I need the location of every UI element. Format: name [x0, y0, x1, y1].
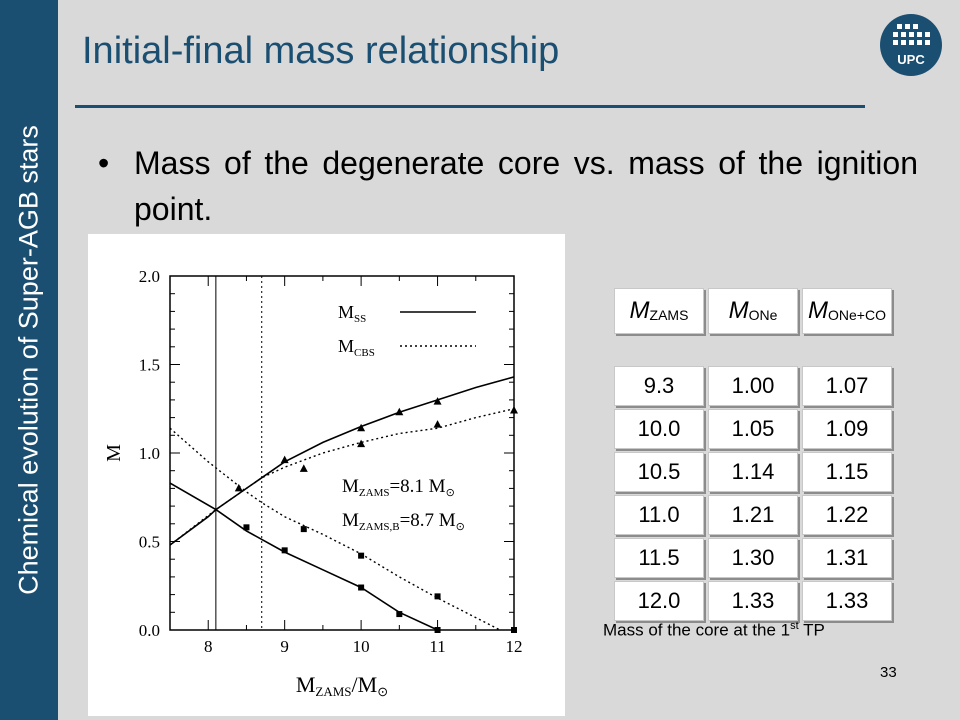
triangle-marker — [395, 407, 404, 416]
square-marker — [281, 547, 288, 554]
square-marker — [358, 552, 365, 559]
table-cell: 10.0 — [614, 409, 704, 449]
page-number: 33 — [880, 664, 897, 681]
square-marker — [396, 611, 403, 618]
caption-main: Mass of the core at the 1 — [603, 620, 791, 640]
x-axis-label: MZAMS/M⊙ — [296, 672, 388, 699]
series-line-0 — [170, 376, 514, 546]
triangle-marker — [299, 464, 308, 472]
y-tick-label: 0.0 — [139, 621, 160, 640]
table-header-cell: MONe+CO — [802, 288, 892, 334]
table-row: 12.0 1.33 1.33 — [614, 581, 892, 621]
table-header-cell: MONe — [708, 288, 798, 334]
mass-chart: 8 9 10 11 12 0.0 0.5 1.0 1.5 2.0 M MZAMS/M⊙ MSS MCBS M… — [103, 267, 523, 699]
caption-sup: st — [790, 620, 799, 632]
table-cell: 1.00 — [708, 366, 798, 406]
series-line-1 — [170, 408, 514, 546]
caption-tail: TP — [798, 620, 825, 640]
triangle-marker — [357, 423, 366, 432]
table-cell: 11.0 — [614, 495, 704, 535]
square-marker — [434, 627, 441, 633]
table-cell: 1.22 — [802, 495, 892, 535]
triangle-marker — [510, 406, 518, 414]
table-cell: 11.5 — [614, 538, 704, 578]
annotation-text: MZAMS=8.1 M⊙ — [342, 476, 455, 499]
triangle-marker — [357, 439, 366, 448]
slide-title: Initial-final mass relationship — [82, 30, 560, 72]
x-tick-label: 10 — [353, 637, 370, 656]
table-cell: 1.14 — [708, 452, 798, 492]
x-tick-label: 9 — [280, 637, 289, 656]
table-row: 10.0 1.05 1.09 — [614, 409, 892, 449]
x-tick-label: 12 — [506, 637, 523, 656]
table-cell: 10.5 — [614, 452, 704, 492]
square-marker — [511, 627, 517, 633]
table-cell: 1.33 — [802, 581, 892, 621]
side-title: Chemical evolution of Super-AGB stars — [13, 125, 44, 595]
table-cell: 1.07 — [802, 366, 892, 406]
table-gap — [708, 337, 798, 363]
table-cell: 1.30 — [708, 538, 798, 578]
table-caption: Mass of the core at the 1st TP — [603, 620, 825, 641]
triangle-marker — [280, 455, 289, 464]
legend-label: MCBS — [338, 336, 375, 359]
table-cell: 1.15 — [802, 452, 892, 492]
bullet-dot-icon: • — [98, 145, 110, 181]
table-row: 10.5 1.14 1.15 — [614, 452, 892, 492]
table-cell: 1.09 — [802, 409, 892, 449]
side-bar: Chemical evolution of Super-AGB stars — [0, 0, 58, 720]
plot-frame — [169, 275, 515, 631]
logo-text: UPC — [897, 52, 925, 67]
x-tick-label: 8 — [204, 637, 213, 656]
legend-label: MSS — [338, 302, 366, 325]
mass-table: MZAMS MONe MONe+CO 9.3 1.00 1.07 10.0 1.05 1.09 1… — [610, 285, 896, 624]
bullet-text: Mass of the degenerate core vs. mass of … — [134, 145, 918, 227]
table-header-cell: MZAMS — [614, 288, 704, 334]
table-row: 11.0 1.21 1.22 — [614, 495, 892, 535]
table-cell: 1.33 — [708, 581, 798, 621]
square-marker — [300, 526, 307, 533]
y-tick-label: 0.5 — [139, 533, 160, 552]
table-cell: 1.21 — [708, 495, 798, 535]
series-line-2 — [170, 482, 440, 630]
square-marker — [434, 593, 441, 600]
table-gap — [614, 337, 704, 363]
triangle-marker — [433, 397, 442, 405]
mass-plot-panel: 8 9 10 11 12 0.0 0.5 1.0 1.5 2.0 M MZAMS/M⊙ MSS MCBS M… — [88, 234, 565, 716]
title-underline — [75, 105, 865, 108]
annotation-text: MZAMS,B=8.7 M⊙ — [342, 510, 465, 533]
table-cell: 1.31 — [802, 538, 892, 578]
table-cell: 9.3 — [614, 366, 704, 406]
y-tick-label: 1.0 — [139, 444, 160, 463]
table-row: 9.3 1.00 1.07 — [614, 366, 892, 406]
upc-logo-icon: UPC — [880, 14, 942, 76]
table-cell: 12.0 — [614, 581, 704, 621]
square-marker — [243, 524, 250, 531]
y-tick-label: 2.0 — [139, 267, 160, 286]
triangle-marker — [234, 483, 243, 492]
square-marker — [358, 584, 365, 591]
y-axis-label: M — [103, 444, 125, 462]
bullet-item: • Mass of the degenerate core vs. mass o… — [98, 140, 918, 232]
table-row: 11.5 1.30 1.31 — [614, 538, 892, 578]
x-tick-label: 11 — [429, 637, 445, 656]
triangle-marker — [433, 420, 442, 428]
table-cell: 1.05 — [708, 409, 798, 449]
table-gap — [802, 337, 892, 363]
y-tick-label: 1.5 — [139, 356, 160, 375]
